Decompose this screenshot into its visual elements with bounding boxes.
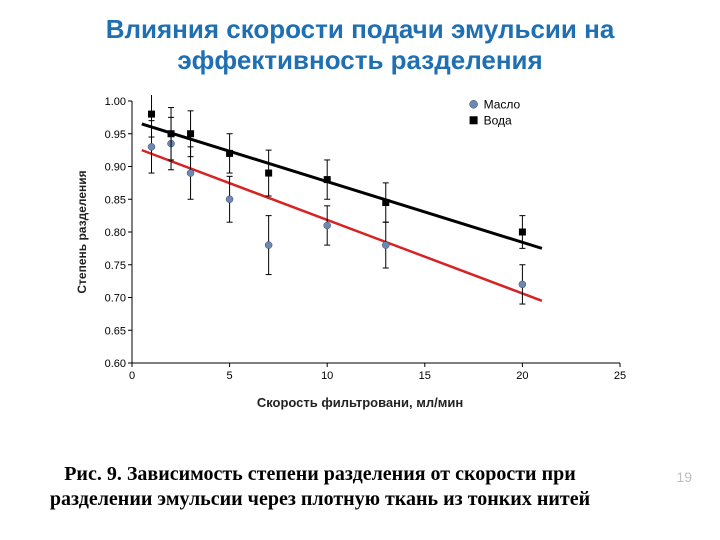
data-point-oil <box>187 170 194 177</box>
chart: 0.60 0.65 0.70 0.75 0.80 0.85 0.90 0.95 1.00 0 5 10… <box>90 95 630 385</box>
data-point-oil <box>519 281 526 288</box>
legend-label: Масло <box>484 97 521 111</box>
y-tick-label: 0.75 <box>105 260 126 272</box>
data-point-oil <box>148 143 155 150</box>
legend-marker <box>470 116 478 124</box>
data-point-oil <box>226 196 233 203</box>
figure-caption: Рис. 9. Зависимость степени разделения о… <box>40 462 600 512</box>
legend-marker <box>470 100 478 108</box>
y-tick-label: 1.00 <box>105 96 126 108</box>
y-tick-label: 0.80 <box>105 227 126 239</box>
x-axis-label: Скорость фильтровани, мл/мин <box>90 395 630 410</box>
y-tick-label: 0.60 <box>105 358 126 370</box>
x-tick-label: 25 <box>614 370 626 382</box>
data-point-oil <box>382 242 389 249</box>
data-point-oil <box>265 242 272 249</box>
x-tick-label: 0 <box>129 370 135 382</box>
data-point-water <box>148 111 155 118</box>
data-point-oil <box>324 222 331 229</box>
data-point-water <box>519 229 526 236</box>
x-tick-label: 5 <box>227 370 233 382</box>
trendline-water <box>142 124 542 248</box>
data-point-water <box>324 176 331 183</box>
y-tick-label: 0.90 <box>105 162 126 174</box>
page-number: 19 <box>676 469 692 485</box>
y-tick-label: 0.95 <box>105 129 126 141</box>
slide-title: Влияния скорости подачи эмульсии на эффе… <box>0 14 720 76</box>
legend-label: Вода <box>484 113 512 127</box>
y-tick-label: 0.85 <box>105 194 126 206</box>
chart-svg: 0.60 0.65 0.70 0.75 0.80 0.85 0.90 0.95 1.00 0 5 10… <box>90 95 630 385</box>
y-tick-label: 0.65 <box>105 325 126 337</box>
x-tick-label: 10 <box>321 370 333 382</box>
data-point-water <box>265 170 272 177</box>
data-point-water <box>226 150 233 157</box>
x-tick-label: 20 <box>516 370 528 382</box>
y-axis-label-container: Степень разделения <box>72 95 90 385</box>
y-tick-label: 0.70 <box>105 293 126 305</box>
data-point-water <box>187 130 194 137</box>
x-tick-label: 15 <box>419 370 431 382</box>
y-axis-label: Степень разделения <box>75 132 89 332</box>
data-point-water <box>382 199 389 206</box>
data-point-water <box>168 130 175 137</box>
trendline-oil <box>142 150 542 301</box>
